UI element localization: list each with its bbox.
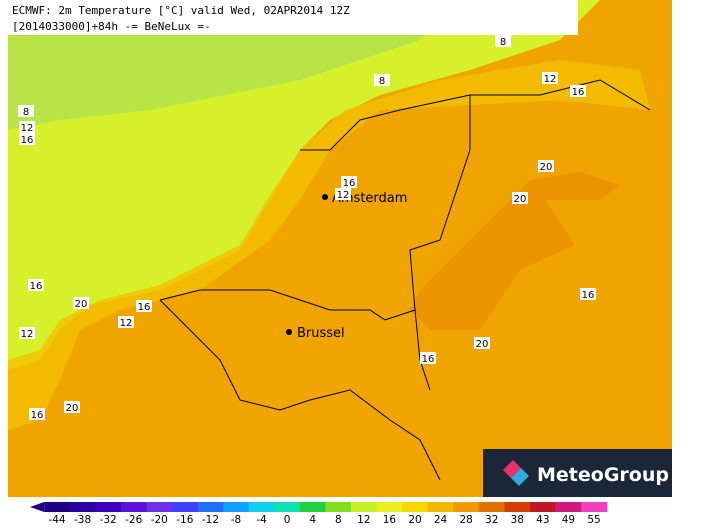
contour-label: 12 — [337, 190, 350, 201]
colorbar-tick-label: 8 — [335, 514, 342, 525]
colorbar-tick-label: 28 — [459, 514, 472, 525]
colorbar-swatch — [274, 502, 300, 512]
contour-label: 12 — [120, 318, 133, 329]
colorbar-tick-label: 55 — [587, 514, 600, 525]
colorbar-tick-label: -32 — [100, 514, 117, 525]
contour-label: 16 — [572, 87, 585, 98]
contour-label: 20 — [75, 299, 88, 310]
colorbar-tick-label: 49 — [562, 514, 575, 525]
city-dot — [322, 194, 328, 200]
colorbar-swatch — [377, 502, 403, 512]
contour-label: 16 — [422, 354, 435, 365]
colorbar-swatch — [402, 502, 428, 512]
contour-label: 16 — [31, 410, 44, 421]
colorbar-swatch — [223, 502, 249, 512]
contour-label: 16 — [343, 178, 356, 189]
colorbar-swatch — [300, 502, 326, 512]
city-dot — [286, 329, 292, 335]
colorbar-tick-label: 43 — [536, 514, 549, 525]
colorbar-tick-label: 38 — [511, 514, 524, 525]
colorbar-swatch — [453, 502, 479, 512]
contour-label: 12 — [21, 329, 34, 340]
colorbar-tick-label: -38 — [74, 514, 91, 525]
colorbar-tick-label: -12 — [202, 514, 219, 525]
colorbar-tick-label: -26 — [125, 514, 142, 525]
contour-label: 8 — [379, 76, 385, 87]
colorbar-swatch — [505, 502, 531, 512]
colorbar-swatch — [95, 502, 121, 512]
colorbar-swatch — [530, 502, 556, 512]
contour-label: 16 — [30, 281, 43, 292]
colorbar-swatch — [581, 502, 607, 512]
contour-label: 8 — [500, 37, 506, 48]
header-line: ECMWF: 2m Temperature [°C] valid Wed, 02… — [12, 4, 350, 17]
contour-label: 12 — [544, 74, 557, 85]
colorbar-swatch — [147, 502, 173, 512]
colorbar-tick-label: 16 — [383, 514, 397, 525]
colorbar-tick-label: 24 — [434, 514, 448, 525]
colorbar-swatch — [351, 502, 377, 512]
colorbar-swatch — [198, 502, 224, 512]
colorbar: -44 -38 -32 -26 -20 -16 -12 -8 -4 0 4 8 12 16 20 24 28 32… — [30, 502, 607, 525]
contour-label: 16 — [138, 302, 151, 313]
contour-label: 20 — [514, 194, 527, 205]
colorbar-tick-label: -20 — [151, 514, 168, 525]
colorbar-swatch — [479, 502, 505, 512]
colorbar-swatch — [556, 502, 582, 512]
contour-label: 20 — [540, 162, 553, 173]
logo-text: MeteoGroup — [537, 464, 669, 486]
colorbar-swatch — [249, 502, 275, 512]
colorbar-tick-label: -16 — [176, 514, 193, 525]
contour-label: 20 — [66, 403, 79, 414]
colorbar-tick-label: 12 — [357, 514, 370, 525]
colorbar-tick-label: -4 — [256, 514, 267, 525]
city-label: Brussel — [297, 326, 345, 341]
contour-label: 16 — [582, 290, 595, 301]
colorbar-swatch — [172, 502, 198, 512]
colorbar-swatch — [326, 502, 352, 512]
contour-label: 20 — [476, 339, 489, 350]
colorbar-swatch — [44, 502, 70, 512]
header-line: [2014033000]+84h -= BeNeLux =- — [12, 20, 211, 33]
contour-label: 8 — [23, 107, 29, 118]
colorbar-tick-label: 32 — [485, 514, 498, 525]
colorbar-tick-label: -8 — [231, 514, 241, 525]
colorbar-tick-label: 4 — [309, 514, 316, 525]
colorbar-arrow — [30, 502, 44, 512]
contour-label: 12 — [21, 123, 34, 134]
colorbar-tick-label: 20 — [408, 514, 421, 525]
colorbar-tick-label: -44 — [48, 514, 65, 525]
colorbar-tick-label: 0 — [284, 514, 291, 525]
colorbar-swatch — [428, 502, 454, 512]
contour-label: 16 — [21, 135, 34, 146]
colorbar-swatch — [121, 502, 147, 512]
colorbar-swatch — [70, 502, 96, 512]
